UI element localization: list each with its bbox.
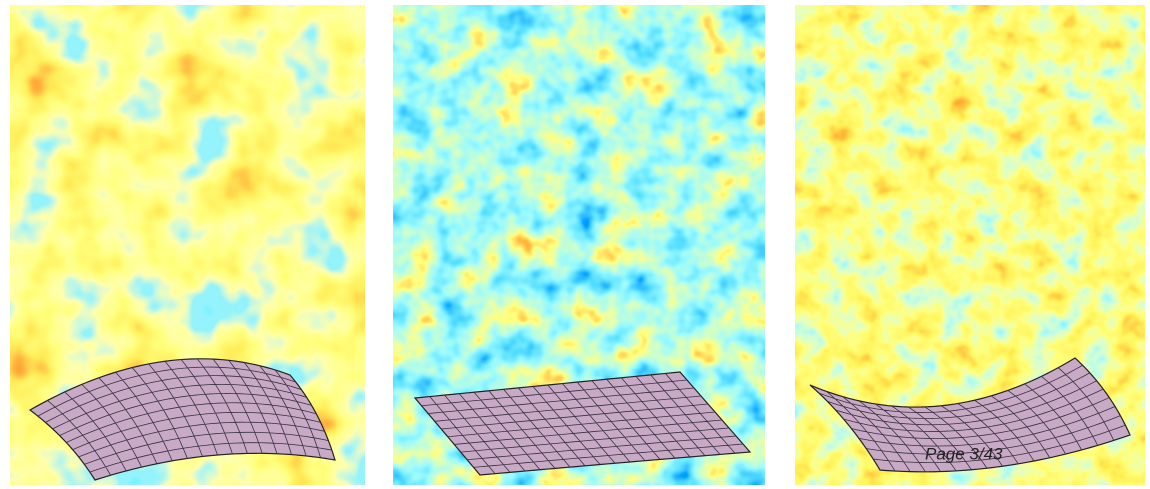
- page: {"page_label": "Page 3/43"}: [0, 0, 1150, 489]
- page-label: Page 3/43: [925, 444, 1003, 463]
- figure: Page 3/43: [0, 0, 1150, 489]
